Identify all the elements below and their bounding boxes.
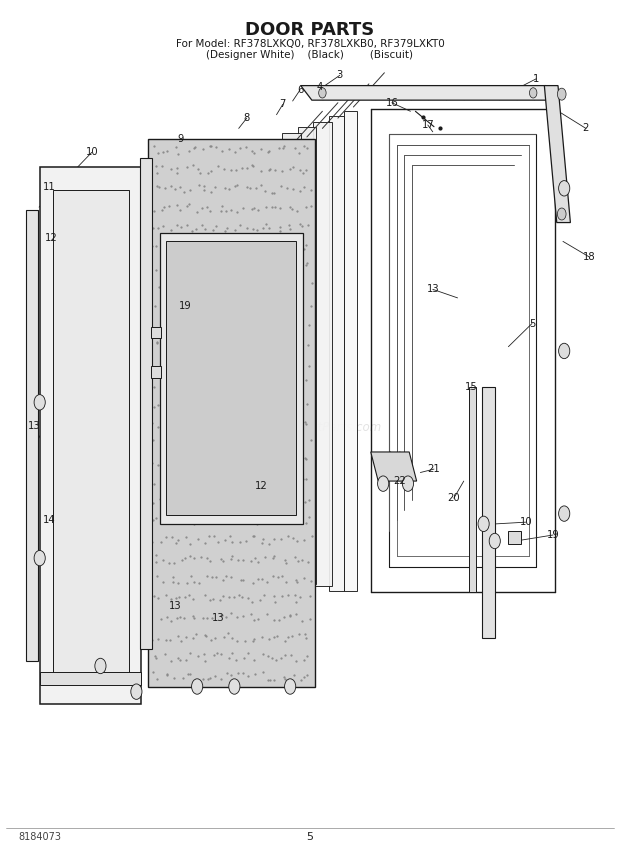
Polygon shape <box>166 241 296 515</box>
Text: 4: 4 <box>317 82 323 92</box>
Text: 8184073: 8184073 <box>19 832 61 842</box>
Circle shape <box>489 533 500 549</box>
Text: 20: 20 <box>448 493 460 503</box>
Polygon shape <box>40 167 141 704</box>
Circle shape <box>319 88 326 98</box>
Circle shape <box>559 506 570 521</box>
Text: 13: 13 <box>28 421 40 431</box>
Circle shape <box>529 88 537 98</box>
Text: 13: 13 <box>169 601 181 611</box>
Text: (Designer White)    (Black)        (Biscuit): (Designer White) (Black) (Biscuit) <box>206 50 414 60</box>
Text: 19: 19 <box>179 301 191 312</box>
Text: 19: 19 <box>547 530 559 540</box>
Text: 14: 14 <box>43 515 56 526</box>
Text: 22: 22 <box>394 476 406 486</box>
Circle shape <box>131 684 142 699</box>
Text: 5: 5 <box>529 318 535 329</box>
Text: For Model: RF378LXKQ0, RF378LXKB0, RF379LXKT0: For Model: RF378LXKQ0, RF378LXKB0, RF379… <box>175 39 445 49</box>
Polygon shape <box>301 86 557 100</box>
Text: 21: 21 <box>428 464 440 474</box>
Polygon shape <box>298 127 316 584</box>
Polygon shape <box>282 133 301 580</box>
Text: 6: 6 <box>297 85 303 95</box>
Polygon shape <box>140 158 152 649</box>
Text: 16: 16 <box>386 98 398 108</box>
Text: 13: 13 <box>427 284 439 294</box>
Circle shape <box>34 395 45 410</box>
Circle shape <box>192 679 203 694</box>
Polygon shape <box>151 366 161 378</box>
Text: 9: 9 <box>178 134 184 144</box>
Text: eReplacementParts.com: eReplacementParts.com <box>238 421 382 435</box>
Text: 10: 10 <box>520 517 532 527</box>
Text: 5: 5 <box>306 832 314 842</box>
Text: 8: 8 <box>244 113 250 123</box>
Circle shape <box>378 476 389 491</box>
Text: 2: 2 <box>583 123 589 134</box>
Polygon shape <box>344 111 356 591</box>
Circle shape <box>95 658 106 674</box>
Circle shape <box>557 88 566 100</box>
Polygon shape <box>508 531 521 544</box>
Text: 7: 7 <box>280 99 286 110</box>
Circle shape <box>229 679 240 694</box>
Text: 10: 10 <box>86 147 98 158</box>
Polygon shape <box>160 233 303 524</box>
Polygon shape <box>313 122 332 586</box>
Text: 18: 18 <box>583 252 595 262</box>
Polygon shape <box>151 327 161 338</box>
Text: 3: 3 <box>337 70 343 80</box>
Polygon shape <box>329 116 344 591</box>
Polygon shape <box>40 672 141 685</box>
Polygon shape <box>148 139 315 687</box>
Polygon shape <box>482 387 495 638</box>
Polygon shape <box>26 210 38 661</box>
Polygon shape <box>371 452 417 481</box>
Circle shape <box>557 208 566 220</box>
Text: DOOR PARTS: DOOR PARTS <box>246 21 374 39</box>
Text: 17: 17 <box>422 120 434 130</box>
Polygon shape <box>469 387 476 592</box>
Polygon shape <box>53 190 129 681</box>
Text: 11: 11 <box>43 181 56 192</box>
Circle shape <box>285 679 296 694</box>
Text: 12: 12 <box>45 233 57 243</box>
Text: 13: 13 <box>212 613 224 623</box>
Circle shape <box>34 550 45 566</box>
Text: 1: 1 <box>533 74 539 84</box>
Polygon shape <box>544 86 570 223</box>
Circle shape <box>559 181 570 196</box>
Circle shape <box>559 343 570 359</box>
Circle shape <box>402 476 414 491</box>
Text: 12: 12 <box>255 481 268 491</box>
Text: 15: 15 <box>465 382 477 392</box>
Circle shape <box>478 516 489 532</box>
